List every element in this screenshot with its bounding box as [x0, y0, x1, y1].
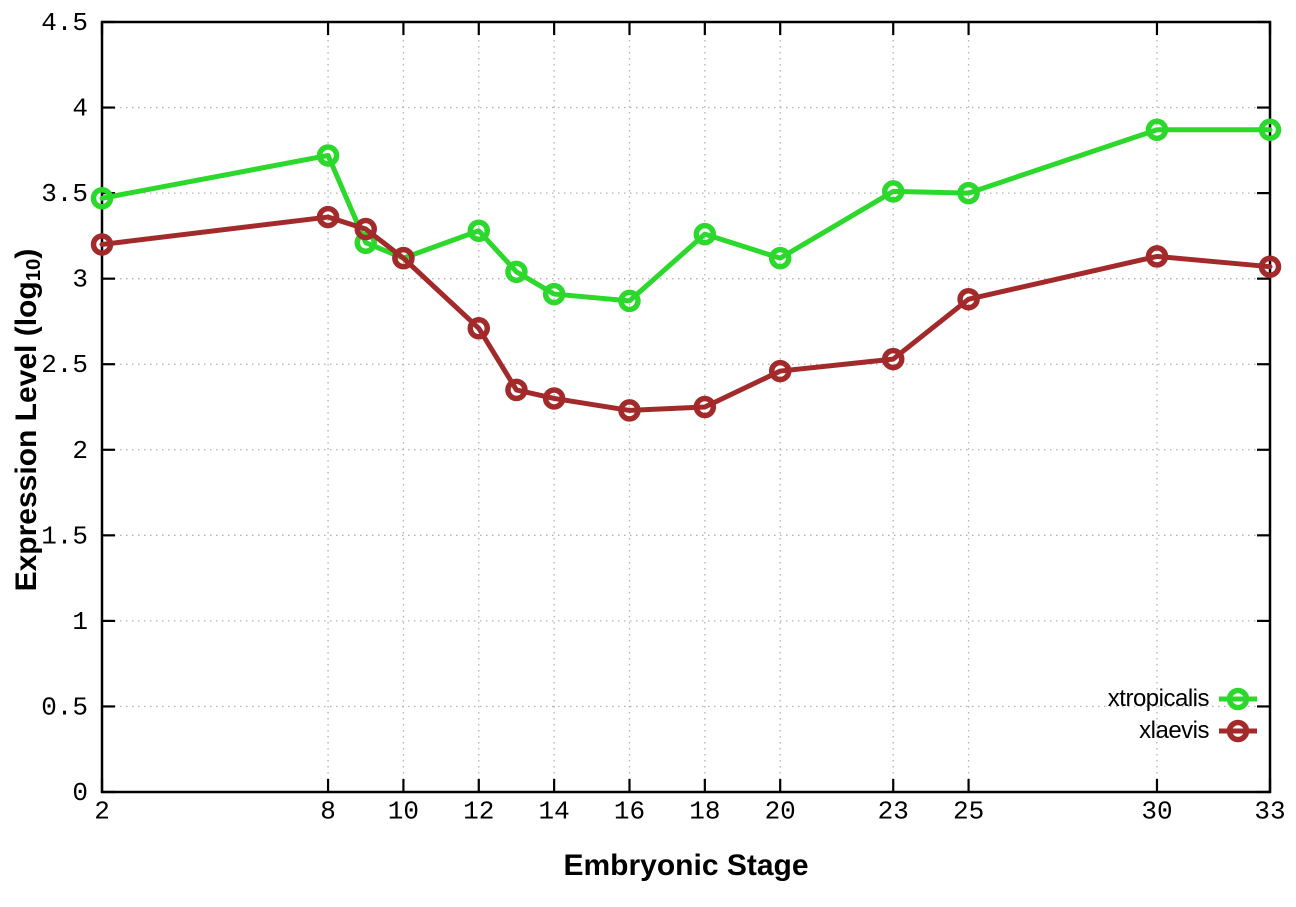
- series-line-xlaevis: [99, 214, 1273, 413]
- data-point-xlaevis-18: [693, 395, 717, 419]
- x-axis-title: Embryonic Stage: [563, 849, 809, 882]
- y-tick-label-1: 1: [72, 607, 88, 637]
- data-point-xtropicalis-33: [1258, 118, 1282, 142]
- data-point-xtropicalis-13: [505, 260, 528, 284]
- plot-border: [100, 20, 1272, 794]
- data-point-xlaevis-14: [542, 387, 566, 410]
- x-tick-label-23: 23: [878, 797, 909, 827]
- legend-entry-xtropicalis: xtropicalis: [1108, 685, 1258, 713]
- data-point-xtropicalis-20: [768, 246, 792, 270]
- legend-sample-xtropicalis-icon: [1219, 687, 1257, 711]
- x-tick-label-20: 20: [765, 797, 796, 827]
- y-tick-label-3: 3: [72, 265, 88, 295]
- data-point-xlaevis-10: [392, 246, 415, 270]
- data-point-xtropicalis-16: [618, 289, 641, 313]
- x-tick-label-8: 8: [320, 797, 336, 827]
- x-tick-label-25: 25: [953, 797, 984, 827]
- data-point-xtropicalis-12: [467, 219, 491, 243]
- x-tick-label-18: 18: [689, 797, 720, 827]
- data-point-xlaevis-25: [957, 287, 980, 311]
- y-tick-label-4: 4: [72, 94, 88, 124]
- legend-label-xlaevis: xlaevis: [1139, 717, 1209, 744]
- y-tick-label-0.5: 0.5: [41, 692, 88, 722]
- series-line-xtropicalis: [99, 127, 1273, 304]
- legend-sample-xlaevis-icon: [1219, 719, 1257, 743]
- data-point-xtropicalis-14: [542, 282, 566, 306]
- y-axis-title-subscript: 10: [23, 258, 46, 282]
- y-tick-label-0: 0: [72, 778, 88, 808]
- data-point-xlaevis-2: [90, 233, 114, 256]
- y-tick-label-3.5: 3.5: [41, 179, 88, 209]
- y-axis-title-suffix: ): [10, 248, 43, 259]
- legend-label-xtropicalis: xtropicalis: [1107, 685, 1210, 712]
- x-tick-label-12: 12: [463, 797, 494, 827]
- legend-entry-xlaevis: xlaevis: [1139, 717, 1258, 745]
- data-point-xlaevis-20: [768, 359, 792, 383]
- data-point-xlaevis-9: [354, 217, 377, 241]
- data-point-xtropicalis-2: [90, 186, 114, 210]
- y-tick-label-2: 2: [72, 436, 88, 466]
- x-tick-label-2: 2: [94, 797, 110, 827]
- x-tick-label-33: 33: [1254, 797, 1285, 827]
- data-point-xlaevis-8: [316, 205, 340, 229]
- y-tick-label-1.5: 1.5: [41, 521, 88, 551]
- data-point-xtropicalis-30: [1145, 118, 1169, 142]
- y-axis-title-text: Expression Level (log: [10, 281, 43, 592]
- data-point-xlaevis-16: [618, 399, 641, 422]
- data-point-xlaevis-30: [1145, 245, 1169, 268]
- y-tick-label-2.5: 2.5: [41, 350, 88, 380]
- x-tick-label-10: 10: [388, 797, 419, 827]
- data-point-xlaevis-33: [1258, 255, 1282, 278]
- data-point-xtropicalis-25: [957, 181, 980, 205]
- data-point-xlaevis-12: [467, 317, 491, 340]
- x-tick-label-30: 30: [1141, 797, 1172, 827]
- x-tick-label-16: 16: [614, 797, 645, 827]
- x-tick-label-14: 14: [539, 797, 570, 827]
- data-point-xlaevis-23: [881, 347, 905, 371]
- data-point-xtropicalis-8: [316, 144, 340, 167]
- y-tick-label-4.5: 4.5: [41, 8, 88, 38]
- data-point-xlaevis-13: [505, 378, 528, 402]
- y-axis-title: Expression Level (log10): [10, 248, 46, 592]
- data-point-xtropicalis-23: [881, 180, 905, 203]
- data-point-xtropicalis-9: [354, 231, 377, 254]
- data-point-xtropicalis-18: [693, 222, 717, 246]
